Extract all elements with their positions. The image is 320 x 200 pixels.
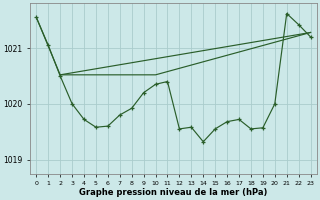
- X-axis label: Graphe pression niveau de la mer (hPa): Graphe pression niveau de la mer (hPa): [79, 188, 268, 197]
